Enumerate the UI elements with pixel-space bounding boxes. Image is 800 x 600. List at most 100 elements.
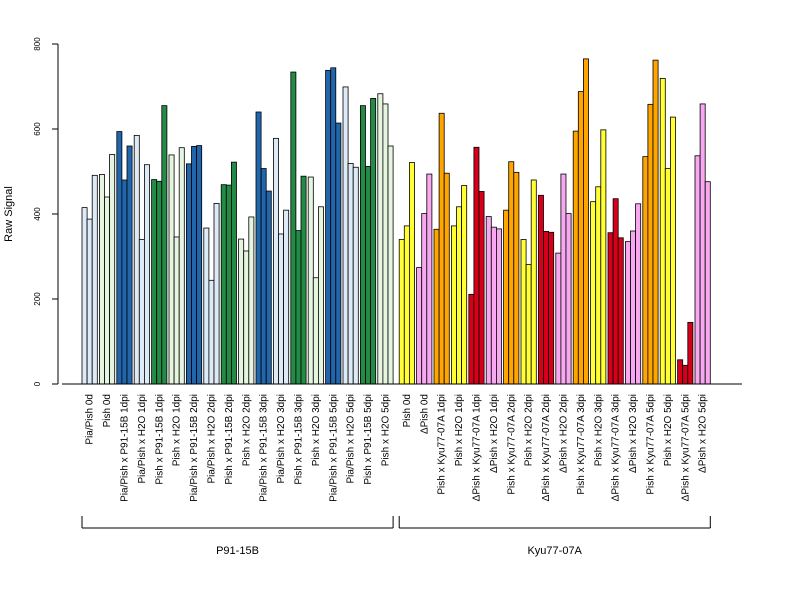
x-tick-label: ΔPish 0d — [419, 394, 430, 434]
bar — [642, 156, 649, 385]
bar — [387, 145, 394, 385]
bar — [126, 145, 133, 385]
bar — [495, 228, 502, 385]
group-label: Kyu77-07A — [527, 545, 582, 557]
bar — [398, 239, 405, 385]
y-axis: 0 200 400 600 800 — [33, 37, 59, 386]
x-tick-label: Pia/Pish x H2O 5dpi — [346, 394, 357, 484]
bar — [272, 137, 279, 385]
bar — [520, 239, 527, 385]
bar — [278, 233, 284, 385]
bar — [238, 238, 245, 385]
bar — [173, 236, 180, 385]
x-tick-label: Pish x P91-15B 3dpi — [293, 394, 304, 485]
bar — [185, 163, 192, 385]
bar — [503, 209, 510, 385]
bar — [687, 321, 694, 385]
bar — [283, 209, 290, 385]
bar — [138, 239, 145, 385]
bar — [265, 190, 272, 385]
bar — [572, 130, 579, 385]
x-tick-label: ΔPish x Kyu77-07A 2dpi — [541, 394, 552, 501]
x-tick-label: Pia/Pish x P91-15B 2dpi — [189, 394, 200, 502]
bar — [168, 154, 175, 385]
x-tick-label: Pish x H2O 2dpi — [524, 394, 535, 466]
x-tick-label: Pish x H2O 1dpi — [172, 394, 183, 466]
x-tick-label: Pish x Kyu77-07A 2dpi — [506, 394, 517, 495]
bar — [426, 173, 433, 385]
bar — [255, 111, 262, 385]
bar — [450, 225, 457, 385]
x-tick-label: ΔPish x Kyu77-07A 5dpi — [680, 394, 691, 501]
bar — [213, 202, 220, 385]
bar — [456, 206, 462, 385]
bar — [590, 201, 597, 385]
x-tick-label: Pish x H2O 5dpi — [663, 394, 674, 466]
bar — [109, 154, 116, 385]
bar — [116, 131, 123, 385]
bar — [473, 146, 480, 385]
x-tick-label: Pish x H2O 3dpi — [311, 394, 322, 466]
bar — [577, 91, 584, 385]
bar — [352, 166, 359, 385]
x-tick-label: Pia/Pish 0d — [85, 394, 96, 445]
bar — [438, 112, 445, 385]
bar — [86, 218, 93, 385]
bar — [612, 198, 619, 385]
bar — [625, 241, 631, 385]
bar — [635, 203, 642, 385]
bar — [335, 122, 342, 385]
bar — [248, 216, 255, 385]
bar — [543, 231, 549, 385]
x-tick-label: Pia/Pish x P91-15B 3dpi — [259, 394, 270, 502]
bar — [583, 58, 589, 385]
bar — [704, 181, 711, 385]
bar — [312, 277, 319, 385]
bar — [694, 155, 701, 385]
x-tick-label: Pish 0d — [102, 394, 113, 427]
bar — [548, 231, 555, 385]
bar — [330, 67, 337, 385]
bar — [630, 230, 636, 385]
y-tick-label: 400 — [33, 207, 42, 221]
x-tick-label: ΔPish x Kyu77-07A 3dpi — [611, 394, 622, 501]
bar — [525, 264, 532, 385]
bar — [325, 69, 332, 385]
bar — [260, 168, 267, 385]
y-tick-label: 600 — [33, 122, 42, 136]
y-tick-label: 800 — [33, 37, 42, 51]
bar — [490, 226, 497, 385]
bar — [121, 179, 128, 385]
bar — [342, 86, 349, 385]
bar — [682, 364, 689, 385]
bar — [81, 207, 88, 385]
bar — [156, 180, 163, 385]
x-tick-label: Pish x H2O 2dpi — [241, 394, 252, 466]
bar — [659, 78, 666, 385]
bar — [104, 196, 110, 385]
bar — [203, 227, 210, 385]
x-tick-label: Pish x Kyu77-07A 1dpi — [437, 394, 448, 495]
bar — [403, 225, 410, 385]
bar — [699, 103, 706, 385]
bar — [652, 59, 659, 385]
bar — [151, 179, 158, 385]
bar — [290, 71, 297, 385]
x-tick-label: Pish x Kyu77-07A 3dpi — [576, 394, 587, 495]
group-label: P91-15B — [216, 545, 259, 557]
bar — [408, 162, 415, 385]
y-axis-title: Raw Signal — [3, 186, 15, 242]
bar — [617, 237, 624, 385]
bar — [478, 191, 485, 385]
bar — [560, 173, 567, 385]
x-tick-label: Pish x H2O 3dpi — [593, 394, 604, 466]
bar — [220, 184, 227, 385]
bar — [225, 184, 232, 385]
bar — [307, 176, 314, 385]
x-tick-label: Pia/Pish x P91-15B 1dpi — [119, 394, 130, 502]
bar — [178, 147, 185, 385]
bar — [530, 179, 537, 385]
x-tick-labels: Pia/Pish 0d Pish 0d Pia/Pish x P91-15B 1dp… — [85, 394, 709, 502]
bar — [600, 129, 607, 385]
